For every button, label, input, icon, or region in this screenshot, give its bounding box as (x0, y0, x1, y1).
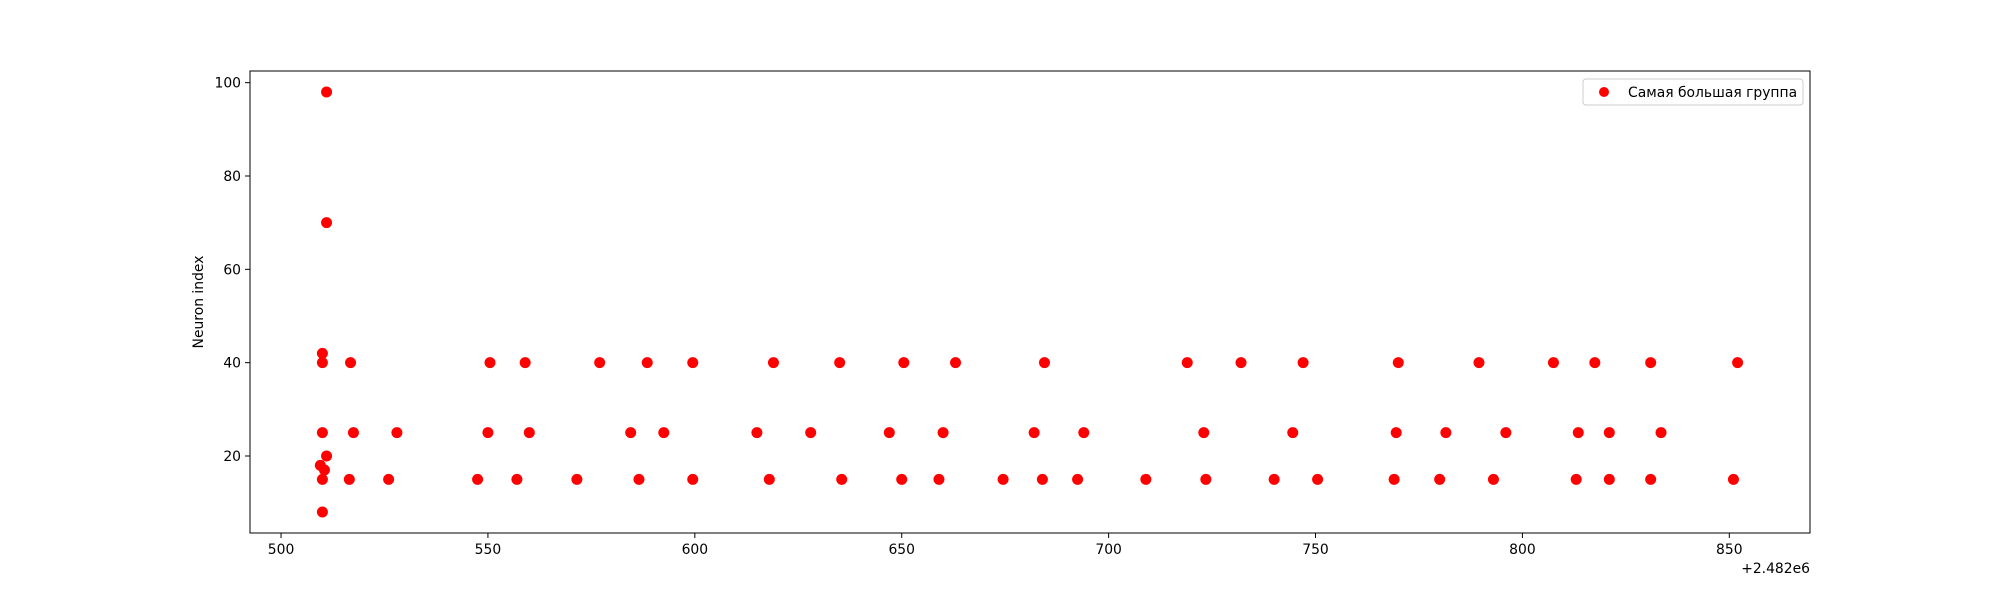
data-point (1589, 357, 1601, 369)
data-point (316, 473, 328, 485)
x-tick-label: 700 (1095, 542, 1122, 558)
data-point (1038, 357, 1050, 369)
data-point (1036, 473, 1048, 485)
data-point (933, 473, 945, 485)
y-axis-ticks: 20 40 60 80 100 (214, 76, 250, 465)
data-point (1392, 357, 1404, 369)
data-point (1297, 357, 1309, 369)
plot-frame (249, 70, 1811, 534)
y-tick-label: 40 (223, 356, 241, 372)
data-point (763, 473, 775, 485)
data-point (1655, 427, 1667, 439)
data-point (1078, 427, 1090, 439)
data-point (1388, 473, 1400, 485)
data-point (1572, 427, 1584, 439)
data-point (1287, 427, 1299, 439)
data-point (1268, 473, 1280, 485)
data-point (321, 450, 333, 462)
y-tick-label: 20 (223, 449, 241, 465)
data-point (321, 217, 333, 229)
x-tick-label: 800 (1509, 542, 1536, 558)
data-point (687, 357, 699, 369)
data-point (1603, 427, 1615, 439)
data-point (937, 427, 949, 439)
data-point (523, 427, 535, 439)
y-axis-label: Neuron index (191, 256, 207, 349)
data-point (1727, 473, 1739, 485)
legend: Самая большая группа (1582, 78, 1804, 106)
data-point (511, 473, 523, 485)
data-point (347, 427, 359, 439)
data-point (1487, 473, 1499, 485)
x-tick-label: 850 (1716, 542, 1743, 558)
data-point (1603, 473, 1615, 485)
data-point (383, 473, 395, 485)
data-point (1198, 427, 1210, 439)
x-axis-offset-label: +2.482e6 (1741, 561, 1810, 577)
data-point (1473, 357, 1485, 369)
data-point (1645, 473, 1657, 485)
data-point (1028, 427, 1040, 439)
data-point (1500, 427, 1512, 439)
y-tick-label: 60 (223, 262, 241, 278)
data-point (1140, 473, 1152, 485)
data-point (1072, 473, 1084, 485)
data-point (805, 427, 817, 439)
data-point (343, 473, 355, 485)
legend-box (1582, 78, 1804, 106)
data-point (896, 473, 908, 485)
data-point (751, 427, 763, 439)
x-axis-ticks: 500 550 600 650 700 750 800 850 (268, 533, 1743, 558)
data-point (316, 357, 328, 369)
data-point (1570, 473, 1582, 485)
data-point (472, 473, 484, 485)
data-point (1645, 357, 1657, 369)
data-point (1390, 427, 1402, 439)
data-point (321, 86, 333, 98)
data-point (1312, 473, 1324, 485)
data-point (316, 347, 328, 359)
data-point (898, 357, 910, 369)
data-point (482, 427, 494, 439)
data-point (1181, 357, 1193, 369)
x-tick-label: 550 (475, 542, 502, 558)
data-point (641, 357, 653, 369)
data-point (1235, 357, 1247, 369)
x-tick-label: 600 (682, 542, 709, 558)
data-point (345, 357, 357, 369)
data-point (391, 427, 403, 439)
legend-marker (1599, 87, 1609, 97)
data-point (834, 357, 846, 369)
data-point (316, 427, 328, 439)
data-point (484, 357, 496, 369)
data-point (997, 473, 1009, 485)
data-point (625, 427, 637, 439)
data-point (883, 427, 895, 439)
y-tick-label: 80 (223, 169, 241, 185)
data-point (1200, 473, 1212, 485)
x-tick-label: 650 (888, 542, 915, 558)
data-point (571, 473, 583, 485)
x-tick-label: 500 (268, 542, 295, 558)
data-point (1440, 427, 1452, 439)
data-point (633, 473, 645, 485)
data-point (519, 357, 531, 369)
x-tick-label: 750 (1302, 542, 1329, 558)
data-point (950, 357, 962, 369)
legend-label: Самая большая группа (1628, 85, 1797, 101)
y-tick-label: 100 (214, 76, 241, 92)
data-points (314, 86, 1744, 518)
data-point (767, 357, 779, 369)
data-point (594, 357, 606, 369)
data-point (1434, 473, 1446, 485)
data-point (836, 473, 848, 485)
data-point (658, 427, 670, 439)
data-point (318, 464, 330, 476)
data-point (687, 473, 699, 485)
data-point (1732, 357, 1744, 369)
data-point (316, 506, 328, 518)
data-point (1547, 357, 1559, 369)
